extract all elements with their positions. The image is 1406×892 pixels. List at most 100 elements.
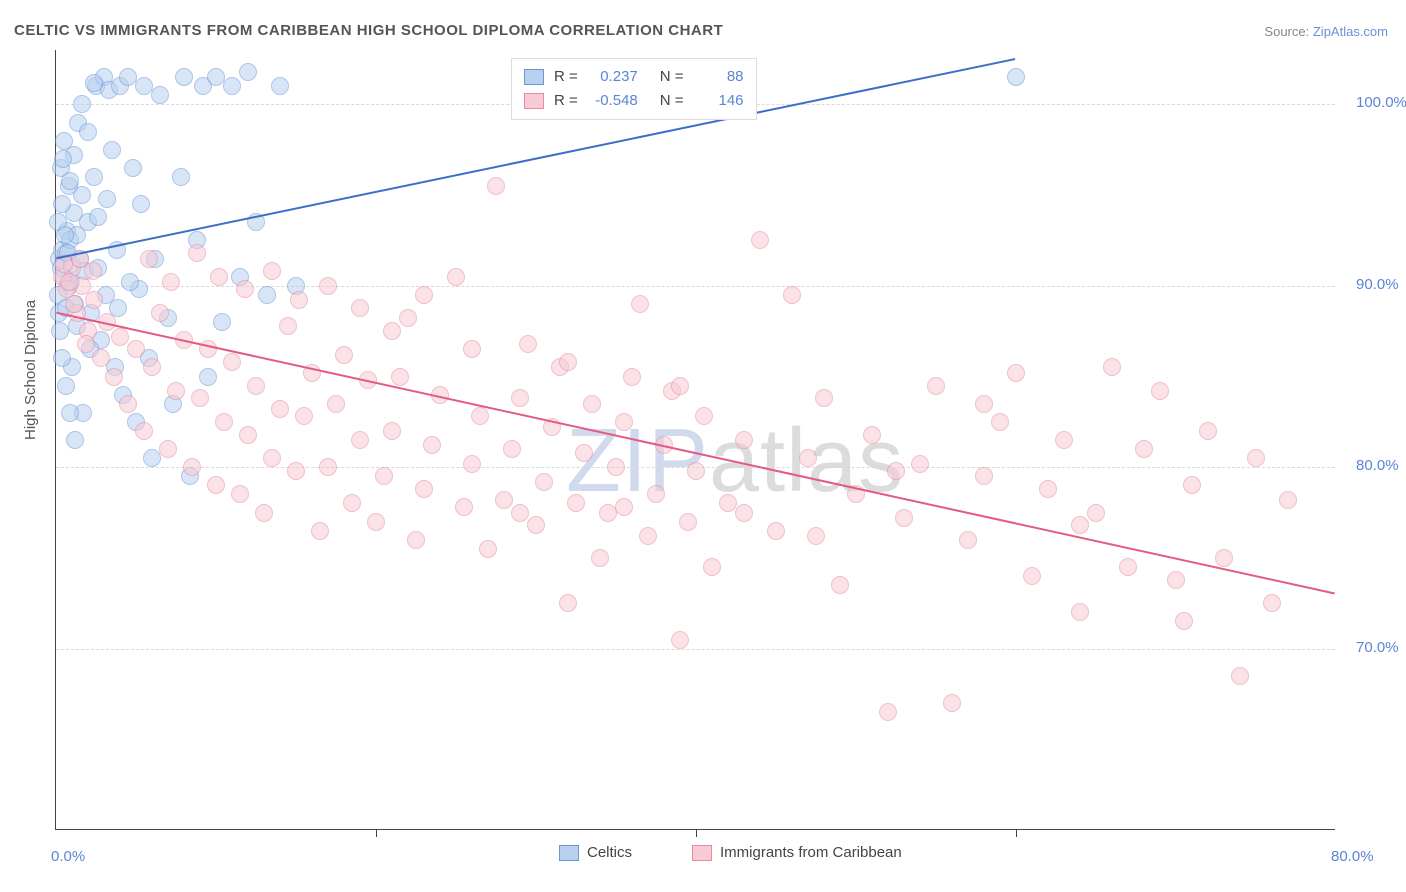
scatter-point [575, 444, 593, 462]
scatter-point [927, 377, 945, 395]
scatter-point [223, 77, 241, 95]
scatter-point [290, 291, 308, 309]
legend-swatch [692, 845, 712, 861]
scatter-point [327, 395, 345, 413]
x-tick [696, 829, 697, 837]
scatter-point [66, 431, 84, 449]
scatter-point [535, 473, 553, 491]
scatter-point [807, 527, 825, 545]
scatter-point [975, 467, 993, 485]
scatter-point [287, 462, 305, 480]
scatter-point [61, 404, 79, 422]
scatter-point [124, 159, 142, 177]
scatter-point [1071, 516, 1089, 534]
scatter-point [1055, 431, 1073, 449]
scatter-point [351, 299, 369, 317]
scatter-point [463, 340, 481, 358]
scatter-point [359, 371, 377, 389]
scatter-point [687, 462, 705, 480]
scatter-point [319, 277, 337, 295]
stats-r-label: R = [554, 65, 578, 89]
scatter-point [175, 331, 193, 349]
scatter-point [863, 426, 881, 444]
scatter-point [151, 304, 169, 322]
scatter-point [210, 268, 228, 286]
scatter-point [108, 241, 126, 259]
scatter-point [247, 213, 265, 231]
stats-n-value: 146 [694, 89, 744, 113]
scatter-point [239, 63, 257, 81]
scatter-point [92, 349, 110, 367]
scatter-point [975, 395, 993, 413]
scatter-point [85, 74, 103, 92]
scatter-point [487, 177, 505, 195]
scatter-point [73, 95, 91, 113]
scatter-point [455, 498, 473, 516]
scatter-point [60, 273, 78, 291]
y-axis-label: High School Diploma [22, 300, 39, 440]
scatter-point [367, 513, 385, 531]
legend-swatch [559, 845, 579, 861]
scatter-point [615, 498, 633, 516]
scatter-point [351, 431, 369, 449]
scatter-point [119, 395, 137, 413]
scatter-point [799, 449, 817, 467]
y-tick-label: 70.0% [1356, 639, 1399, 656]
scatter-point [279, 317, 297, 335]
stats-r-label: R = [554, 89, 578, 113]
scatter-point [1007, 68, 1025, 86]
legend-item: Immigrants from Caribbean [692, 844, 902, 861]
y-tick-label: 100.0% [1356, 94, 1406, 111]
scatter-point [56, 226, 74, 244]
scatter-point [943, 694, 961, 712]
scatter-point [735, 504, 753, 522]
scatter-point [767, 522, 785, 540]
scatter-point [79, 123, 97, 141]
scatter-point [655, 436, 673, 454]
stats-r-value: 0.237 [588, 65, 638, 89]
scatter-point [959, 531, 977, 549]
plot-area: ZIPatlas 70.0%80.0%90.0%100.0%0.0%80.0%R… [55, 50, 1335, 830]
scatter-point [1167, 571, 1185, 589]
scatter-point [231, 485, 249, 503]
scatter-point [162, 273, 180, 291]
scatter-point [143, 358, 161, 376]
scatter-point [623, 368, 641, 386]
scatter-point [695, 407, 713, 425]
scatter-point [258, 286, 276, 304]
scatter-point [263, 449, 281, 467]
scatter-point [1135, 440, 1153, 458]
x-tick [376, 829, 377, 837]
stats-row: R =0.237N =88 [524, 65, 744, 89]
scatter-point [135, 422, 153, 440]
scatter-point [319, 458, 337, 476]
x-tick-label: 80.0% [1331, 848, 1374, 865]
scatter-point [471, 407, 489, 425]
legend-label: Immigrants from Caribbean [720, 844, 902, 861]
source-link[interactable]: ZipAtlas.com [1313, 24, 1388, 39]
scatter-point [991, 413, 1009, 431]
scatter-point [1199, 422, 1217, 440]
scatter-point [511, 389, 529, 407]
legend-item: Celtics [559, 844, 632, 861]
scatter-point [54, 150, 72, 168]
scatter-point [57, 377, 75, 395]
scatter-point [1039, 480, 1057, 498]
scatter-point [1071, 603, 1089, 621]
scatter-point [463, 455, 481, 473]
scatter-point [735, 431, 753, 449]
scatter-point [1087, 504, 1105, 522]
scatter-point [399, 309, 417, 327]
scatter-point [263, 262, 281, 280]
scatter-point [61, 172, 79, 190]
scatter-point [511, 504, 529, 522]
scatter-point [631, 295, 649, 313]
scatter-point [215, 413, 233, 431]
stats-n-label: N = [660, 89, 684, 113]
scatter-point [271, 400, 289, 418]
scatter-point [335, 346, 353, 364]
legend-swatch [524, 93, 544, 109]
legend-label: Celtics [587, 844, 632, 861]
scatter-point [1175, 612, 1193, 630]
scatter-point [1231, 667, 1249, 685]
